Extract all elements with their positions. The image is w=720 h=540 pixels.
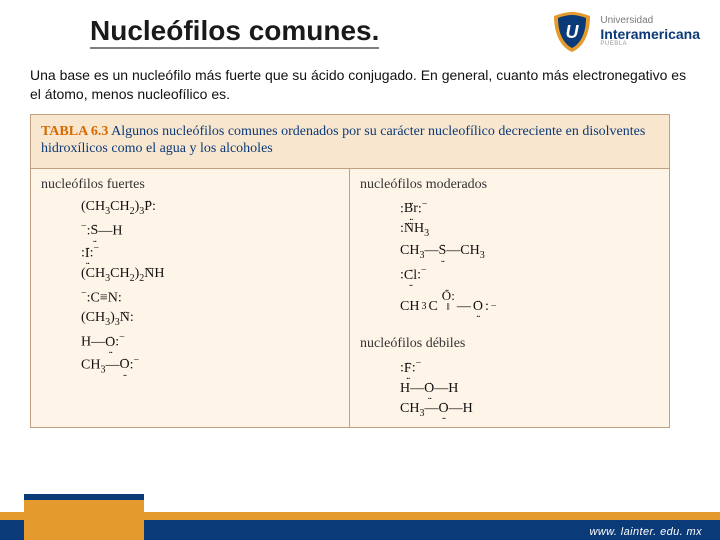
strong-list: (CH3CH2)3P: −:S—H :I:− (CH3CH2)2NH −:C≡N… xyxy=(41,199,339,375)
page-title: Nucleófilos comunes. xyxy=(90,15,379,49)
chem-fluoride: :F:− xyxy=(400,358,659,377)
table-banner-text: Algunos nucleófilos comunes ordenados po… xyxy=(41,124,645,157)
chem-methoxide: CH3—O:− xyxy=(81,355,339,375)
logo-tagline: PUEBLA xyxy=(600,41,700,47)
table-label: TABLA 6.3 xyxy=(41,124,108,139)
logo-badge-icon: U xyxy=(550,10,594,54)
chem-acetate: CH3C O: ‖ C —O:− xyxy=(400,288,659,327)
moderate-column: nucleófilos moderados :Br:− :NH3 CH3—S—C… xyxy=(350,169,669,427)
intro-paragraph: Una base es un nucleófilo más fuerte que… xyxy=(0,60,720,114)
chem-chloride: :Cl:− xyxy=(400,265,659,284)
strong-column: nucleófilos fuertes (CH3CH2)3P: −:S—H :I… xyxy=(31,169,350,427)
logo-text: Universidad Interamericana PUEBLA xyxy=(600,16,700,47)
moderate-list: :Br:− :NH3 CH3—S—CH3 :Cl:− CH3C O: ‖ C —… xyxy=(360,199,659,327)
weak-list: :F:− H—O—H CH3—O—H xyxy=(360,358,659,418)
logo-main-text: Interamericana xyxy=(600,27,700,42)
footer-url: www. lainter. edu. mx xyxy=(589,526,702,538)
strong-header: nucleófilos fuertes xyxy=(41,177,339,193)
table-banner: TABLA 6.3 Algunos nucleófilos comunes or… xyxy=(31,115,669,169)
chem-iodide: :I:− xyxy=(81,243,339,262)
university-logo: U Universidad Interamericana PUEBLA xyxy=(550,10,700,54)
footer-block xyxy=(24,494,144,540)
moderate-header: nucleófilos moderados xyxy=(360,177,659,193)
chem-hs: −:S—H xyxy=(81,221,339,240)
nucleophile-table: TABLA 6.3 Algunos nucleófilos comunes or… xyxy=(30,114,670,428)
table-body: nucleófilos fuertes (CH3CH2)3P: −:S—H :I… xyxy=(31,169,669,427)
svg-text:U: U xyxy=(566,22,580,42)
chem-amide: (CH3)3N: xyxy=(81,310,339,328)
chem-hydroxide: H—O:− xyxy=(81,332,339,351)
chem-bromide: :Br:− xyxy=(400,199,659,218)
footer: www. lainter. edu. mx xyxy=(0,486,720,540)
chem-dms: CH3—S—CH3 xyxy=(400,243,659,261)
chem-phosphine: (CH3CH2)3P: xyxy=(81,199,339,217)
weak-header: nucleófilos débiles xyxy=(360,336,659,352)
chem-amine: (CH3CH2)2NH xyxy=(81,266,339,284)
chem-methanol: CH3—O—H xyxy=(400,401,659,419)
header: Nucleófilos comunes. U Universidad Inter… xyxy=(0,0,720,60)
